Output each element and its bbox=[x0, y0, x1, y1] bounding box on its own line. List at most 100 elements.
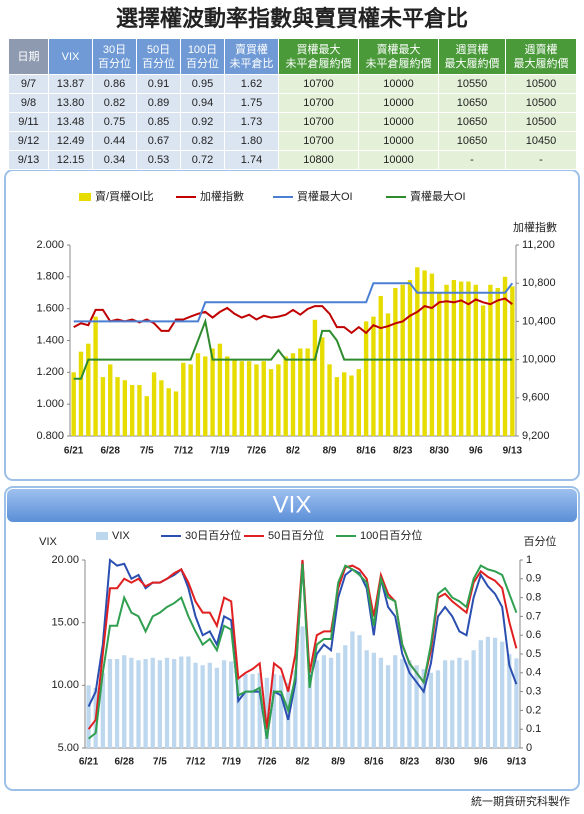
bar bbox=[86, 685, 91, 748]
y2-axis-title: 百分位 bbox=[524, 534, 557, 548]
bar bbox=[229, 661, 234, 748]
y-tick-label: 5.00 bbox=[58, 742, 79, 754]
bar bbox=[93, 316, 98, 436]
bar bbox=[510, 286, 515, 436]
column-header: 週買權 最大履約價 bbox=[438, 38, 506, 75]
bar bbox=[314, 660, 319, 748]
bar bbox=[271, 674, 277, 748]
y2-tick-label: 0.5 bbox=[526, 648, 541, 660]
table-cell: 10450 bbox=[505, 131, 577, 151]
bar bbox=[173, 391, 179, 436]
bar bbox=[507, 654, 512, 748]
y2-tick-label: 0.1 bbox=[526, 723, 541, 735]
bar bbox=[107, 659, 113, 748]
table-cell: 10500 bbox=[505, 112, 577, 132]
bar bbox=[495, 287, 500, 436]
bar bbox=[356, 369, 361, 436]
table-cell: 0.72 bbox=[180, 150, 225, 170]
bar bbox=[207, 662, 212, 748]
bar bbox=[407, 280, 413, 436]
panel-header bbox=[7, 489, 577, 522]
table-cell: 13.80 bbox=[48, 93, 93, 113]
column-header: 100日 百分位 bbox=[180, 38, 225, 75]
x-tick-label: 6/21 bbox=[64, 446, 84, 457]
table-cell: 10650 bbox=[438, 112, 506, 132]
bar bbox=[214, 667, 220, 748]
bar bbox=[492, 637, 498, 748]
bar bbox=[293, 670, 298, 748]
table-cell: 1.80 bbox=[224, 131, 279, 151]
bar bbox=[188, 364, 193, 436]
x-tick-label: 6/28 bbox=[114, 757, 134, 768]
bar bbox=[350, 631, 355, 748]
bar bbox=[179, 656, 184, 748]
y2-tick-label: 0.9 bbox=[526, 573, 541, 585]
table-cell: 10700 bbox=[278, 74, 359, 94]
legend-swatch bbox=[96, 532, 108, 540]
column-header: VIX bbox=[48, 38, 93, 75]
bar bbox=[164, 657, 170, 748]
bar bbox=[100, 672, 105, 748]
table-cell: 1.62 bbox=[224, 74, 279, 94]
table-cell: 10650 bbox=[438, 131, 506, 151]
x-tick-label: 8/2 bbox=[286, 446, 300, 457]
bar bbox=[502, 276, 508, 436]
x-tick-label: 7/19 bbox=[210, 446, 230, 457]
table-cell: 0.91 bbox=[136, 74, 181, 94]
legend-label: 30日百分位 bbox=[185, 528, 241, 542]
bar bbox=[193, 662, 198, 748]
bar bbox=[435, 670, 441, 748]
bar bbox=[250, 674, 255, 748]
bar bbox=[239, 361, 245, 436]
bar bbox=[428, 672, 433, 748]
y2-tick-label: 0.2 bbox=[526, 704, 541, 716]
table-cell: 10000 bbox=[358, 131, 439, 151]
column-header: 賣買權 未平倉比 bbox=[224, 38, 279, 75]
bar bbox=[143, 659, 148, 748]
bar bbox=[225, 356, 230, 436]
bar bbox=[336, 652, 341, 748]
legend-label: 100日百分位 bbox=[360, 528, 422, 542]
table-cell: 0.94 bbox=[180, 93, 225, 113]
table-cell: 0.89 bbox=[136, 93, 181, 113]
x-tick-label: 8/23 bbox=[393, 446, 413, 457]
line bbox=[73, 297, 513, 335]
table-cell: 9/7 bbox=[8, 74, 49, 94]
bar bbox=[393, 655, 398, 748]
y2-tick-label: 10,400 bbox=[522, 315, 556, 327]
table-row: 9/8 13.80 0.82 0.89 0.94 1.75 10700 10000 10650 1… bbox=[8, 93, 577, 113]
bar bbox=[414, 665, 419, 748]
y2-tick-label: 9,600 bbox=[522, 392, 550, 404]
bar bbox=[71, 372, 76, 436]
x-tick-label: 8/9 bbox=[323, 446, 337, 457]
bar bbox=[457, 657, 462, 748]
y2-tick-label: 10,000 bbox=[522, 354, 556, 366]
bar bbox=[144, 396, 149, 436]
bar bbox=[264, 677, 269, 748]
x-tick-label: 6/28 bbox=[100, 446, 120, 457]
bar bbox=[181, 362, 186, 436]
x-tick-label: 8/16 bbox=[356, 446, 376, 457]
y-tick-label: 2.000 bbox=[36, 239, 64, 251]
x-tick-label: 8/2 bbox=[296, 757, 310, 768]
bar bbox=[415, 267, 420, 436]
y-tick-label: 1.800 bbox=[36, 271, 64, 283]
y-tick-label: 20.00 bbox=[51, 554, 79, 566]
bar bbox=[257, 672, 262, 748]
table-cell: 1.73 bbox=[224, 112, 279, 132]
bar bbox=[151, 372, 157, 436]
table-cell: 0.53 bbox=[136, 150, 181, 170]
bar bbox=[114, 659, 120, 748]
y-axis-title: VIX bbox=[39, 536, 57, 548]
x-tick-label: 8/9 bbox=[331, 757, 345, 768]
y-tick-label: 10.00 bbox=[51, 679, 79, 691]
bar bbox=[268, 369, 274, 436]
bar bbox=[278, 675, 284, 748]
table-cell: 10700 bbox=[278, 112, 359, 132]
table-cell: 0.82 bbox=[92, 93, 137, 113]
column-header: 買權最大 未平倉履約價 bbox=[278, 38, 359, 75]
bar bbox=[385, 313, 391, 436]
bar bbox=[307, 676, 312, 748]
